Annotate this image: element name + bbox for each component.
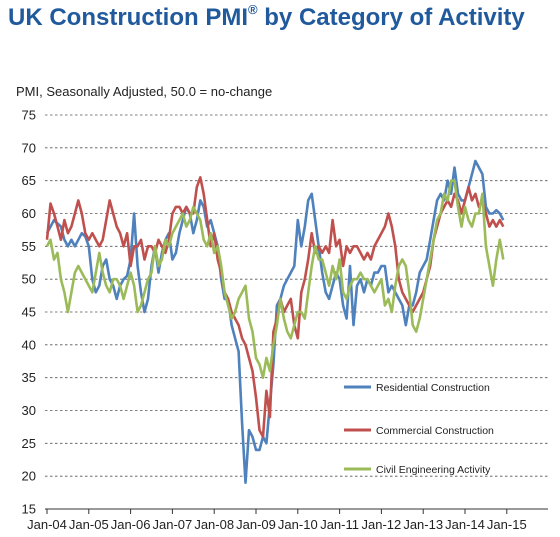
x-tick-label: Jan-13 bbox=[403, 517, 443, 532]
registered-mark: ® bbox=[248, 2, 258, 17]
series-line-2 bbox=[45, 179, 505, 379]
x-tick-label: Jan-08 bbox=[194, 517, 234, 532]
y-tick-label: 75 bbox=[22, 108, 36, 123]
x-tick-label: Jan-11 bbox=[320, 517, 359, 532]
x-tick-label: Jan-14 bbox=[445, 517, 485, 532]
legend-label: Civil Engineering Activity bbox=[376, 464, 491, 476]
x-tick-label: Jan-07 bbox=[153, 517, 193, 532]
series-lines bbox=[45, 159, 505, 484]
y-tick-labels: 15 20 25 30 35 40 45 50 55 60 65 70 75 bbox=[22, 108, 36, 517]
title-main: UK Construction PMI bbox=[8, 4, 248, 31]
title-rest: by Category of Activity bbox=[257, 4, 525, 31]
x-tick-labels: Jan-04 Jan-05 Jan-06 Jan-07 Jan-08 Jan-09 Jan-… bbox=[27, 517, 527, 532]
y-tick-label: 35 bbox=[22, 370, 36, 385]
x-tick-label: Jan-09 bbox=[236, 517, 276, 532]
y-tick-label: 30 bbox=[22, 403, 36, 418]
x-tick-label: Jan-06 bbox=[111, 517, 151, 532]
x-tick-label: Jan-15 bbox=[487, 517, 527, 532]
y-tick-label: 40 bbox=[22, 337, 36, 352]
legend-label: Residential Construction bbox=[376, 382, 490, 394]
y-tick-label: 55 bbox=[22, 239, 36, 254]
axes bbox=[45, 508, 548, 514]
x-tick-label: Jan-12 bbox=[362, 517, 402, 532]
y-tick-label: 50 bbox=[22, 272, 36, 287]
y-tick-label: 70 bbox=[22, 140, 36, 155]
y-tick-label: 45 bbox=[22, 305, 36, 320]
x-tick-label: Jan-05 bbox=[69, 517, 109, 532]
legend: Residential Construction Commercial Const… bbox=[344, 382, 494, 476]
x-tick-label: Jan-10 bbox=[278, 517, 318, 532]
y-tick-label: 60 bbox=[22, 206, 36, 221]
y-tick-label: 25 bbox=[22, 436, 36, 451]
y-tick-label: 20 bbox=[22, 469, 36, 484]
chart-title: UK Construction PMI® by Category of Acti… bbox=[8, 2, 525, 32]
y-axis-caption: PMI, Seasonally Adjusted, 50.0 = no-chan… bbox=[16, 84, 273, 99]
legend-label: Commercial Construction bbox=[376, 425, 494, 437]
y-tick-label: 15 bbox=[22, 502, 36, 517]
x-tick-label: Jan-04 bbox=[27, 517, 67, 532]
y-tick-label: 65 bbox=[22, 173, 36, 188]
